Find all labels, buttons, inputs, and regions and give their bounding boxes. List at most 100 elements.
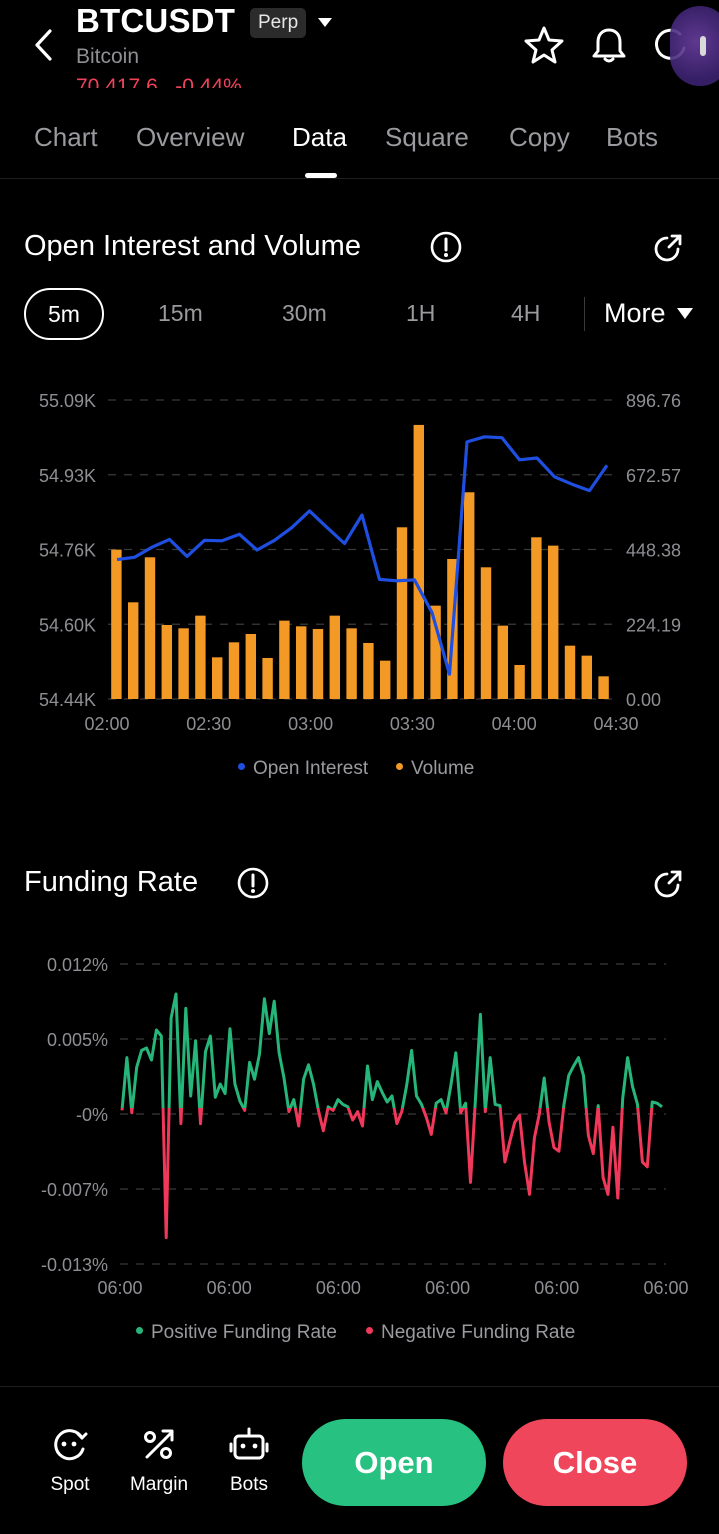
back-button[interactable] (28, 24, 62, 66)
x-tick: 04:00 (492, 714, 537, 730)
volume-bar[interactable] (396, 527, 408, 699)
y-right-tick: 224.19 (626, 615, 681, 635)
interval-30m[interactable]: 30m (282, 300, 327, 326)
y-left-tick: 54.76K (39, 541, 96, 561)
volume-bar[interactable] (245, 633, 257, 699)
last-price: 70,417.6 (76, 75, 158, 88)
legend-dot (366, 1327, 373, 1335)
volume-bar[interactable] (195, 615, 206, 699)
volume-bar[interactable] (178, 628, 189, 699)
positive-funding-line[interactable] (120, 992, 663, 1238)
nav-margin[interactable]: Margin (119, 1424, 199, 1496)
volume-bar[interactable] (295, 626, 307, 699)
open-external-icon[interactable] (652, 866, 686, 900)
volume-bar[interactable] (144, 557, 156, 699)
volume-bar[interactable] (329, 615, 341, 699)
caret-down-icon[interactable] (677, 308, 693, 319)
open-button[interactable]: Open (302, 1419, 486, 1506)
y-tick: -0.013% (41, 1255, 108, 1275)
volume-bar[interactable] (463, 492, 475, 699)
volume-bar[interactable] (111, 549, 122, 699)
y-right-tick: 672.57 (626, 466, 681, 486)
nav-margin-label: Margin (129, 1474, 189, 1495)
more-intervals-button[interactable]: More (604, 298, 666, 328)
nav-spot[interactable]: Spot (30, 1424, 110, 1496)
tab-overview[interactable]: Overview (136, 122, 245, 152)
legend-volume: Volume (396, 758, 474, 780)
y-tick: -0.007% (41, 1180, 108, 1200)
active-tab-indicator (305, 173, 337, 178)
volume-bar[interactable] (312, 628, 324, 699)
volume-bar[interactable] (598, 676, 609, 699)
interval-4h[interactable]: 4H (511, 300, 541, 326)
interval-15m[interactable]: 15m (158, 300, 203, 326)
favorite-button[interactable] (522, 24, 566, 66)
legend-dot (396, 763, 403, 771)
volume-bar[interactable] (346, 628, 357, 699)
volume-bar[interactable] (531, 537, 542, 699)
volume-bar[interactable] (413, 424, 425, 699)
pair-title[interactable]: BTCUSDT (76, 2, 236, 39)
interval-5m[interactable]: 5m (24, 288, 104, 340)
x-tick: 02:30 (186, 714, 231, 730)
x-tick: 06:00 (207, 1278, 252, 1298)
volume-bar[interactable] (430, 605, 441, 699)
legend-label: Negative Funding Rate (381, 1322, 576, 1343)
star-icon (524, 26, 564, 64)
interval-1h[interactable]: 1H (406, 300, 436, 326)
volume-bar[interactable] (547, 545, 559, 699)
volume-bar[interactable] (581, 655, 593, 699)
volume-bar[interactable] (161, 624, 173, 699)
y-left-tick: 54.44K (39, 690, 96, 710)
back-icon (35, 29, 52, 61)
tab-copy[interactable]: Copy (509, 122, 570, 152)
volume-bar[interactable] (211, 657, 223, 699)
y-left-tick: 54.60K (39, 615, 96, 635)
volume-bar[interactable] (127, 602, 139, 699)
price-row: 70,417.6 -0.44% (76, 74, 242, 88)
x-tick: 04:30 (593, 714, 638, 730)
legend-negative-funding: Negative Funding Rate (366, 1322, 575, 1344)
x-tick: 06:00 (316, 1278, 361, 1298)
legend-positive-funding: Positive Funding Rate (136, 1322, 337, 1344)
pair-name: Bitcoin (76, 45, 140, 68)
tab-data[interactable]: Data (292, 122, 347, 152)
volume-bar[interactable] (279, 620, 290, 699)
alert-button[interactable] (588, 24, 630, 66)
close-button[interactable]: Close (503, 1419, 687, 1506)
y-right-tick: 896.76 (626, 391, 681, 411)
x-tick: 06:00 (643, 1278, 688, 1298)
volume-bar[interactable] (497, 625, 509, 699)
tab-bots[interactable]: Bots (606, 122, 659, 152)
x-tick: 06:00 (425, 1278, 470, 1298)
y-tick: 0.005% (47, 1030, 108, 1050)
floating-assistant[interactable] (670, 6, 719, 86)
volume-bar[interactable] (379, 660, 391, 699)
volume-bar[interactable] (564, 645, 576, 699)
negative-funding-line[interactable] (120, 994, 662, 1240)
nav-spot-label: Spot (50, 1474, 90, 1495)
volume-bar[interactable] (262, 657, 273, 699)
bottom-divider (0, 1386, 719, 1387)
chevron-down-icon[interactable] (318, 18, 332, 27)
funding-rate-chart[interactable]: 0.012% 0.005% -0% -0.007% -0.013% 06:00 06:00… (0, 945, 719, 1305)
tab-chart[interactable]: Chart (34, 122, 98, 152)
floating-handle[interactable] (700, 36, 706, 56)
volume-bar[interactable] (480, 567, 492, 699)
info-icon[interactable] (429, 230, 463, 264)
info-icon[interactable] (236, 866, 270, 900)
open-interest-line[interactable] (116, 435, 609, 676)
volume-bar[interactable] (228, 642, 240, 699)
open-external-icon[interactable] (652, 230, 686, 264)
tab-square[interactable]: Square (385, 122, 469, 152)
volume-bar[interactable] (514, 664, 525, 699)
y-left-tick: 54.93K (39, 466, 96, 486)
nav-bots[interactable]: Bots (209, 1424, 289, 1496)
open-interest-chart[interactable]: 55.09K 54.93K 54.76K 54.60K 54.44K 896.76 672… (0, 380, 719, 730)
funding-rate-title: Funding Rate (24, 866, 199, 898)
robot-icon (229, 1427, 269, 1460)
x-tick: 06:00 (534, 1278, 579, 1298)
volume-bar[interactable] (363, 642, 374, 699)
y-tick: 0.012% (47, 955, 108, 975)
x-tick: 02:00 (84, 714, 129, 730)
